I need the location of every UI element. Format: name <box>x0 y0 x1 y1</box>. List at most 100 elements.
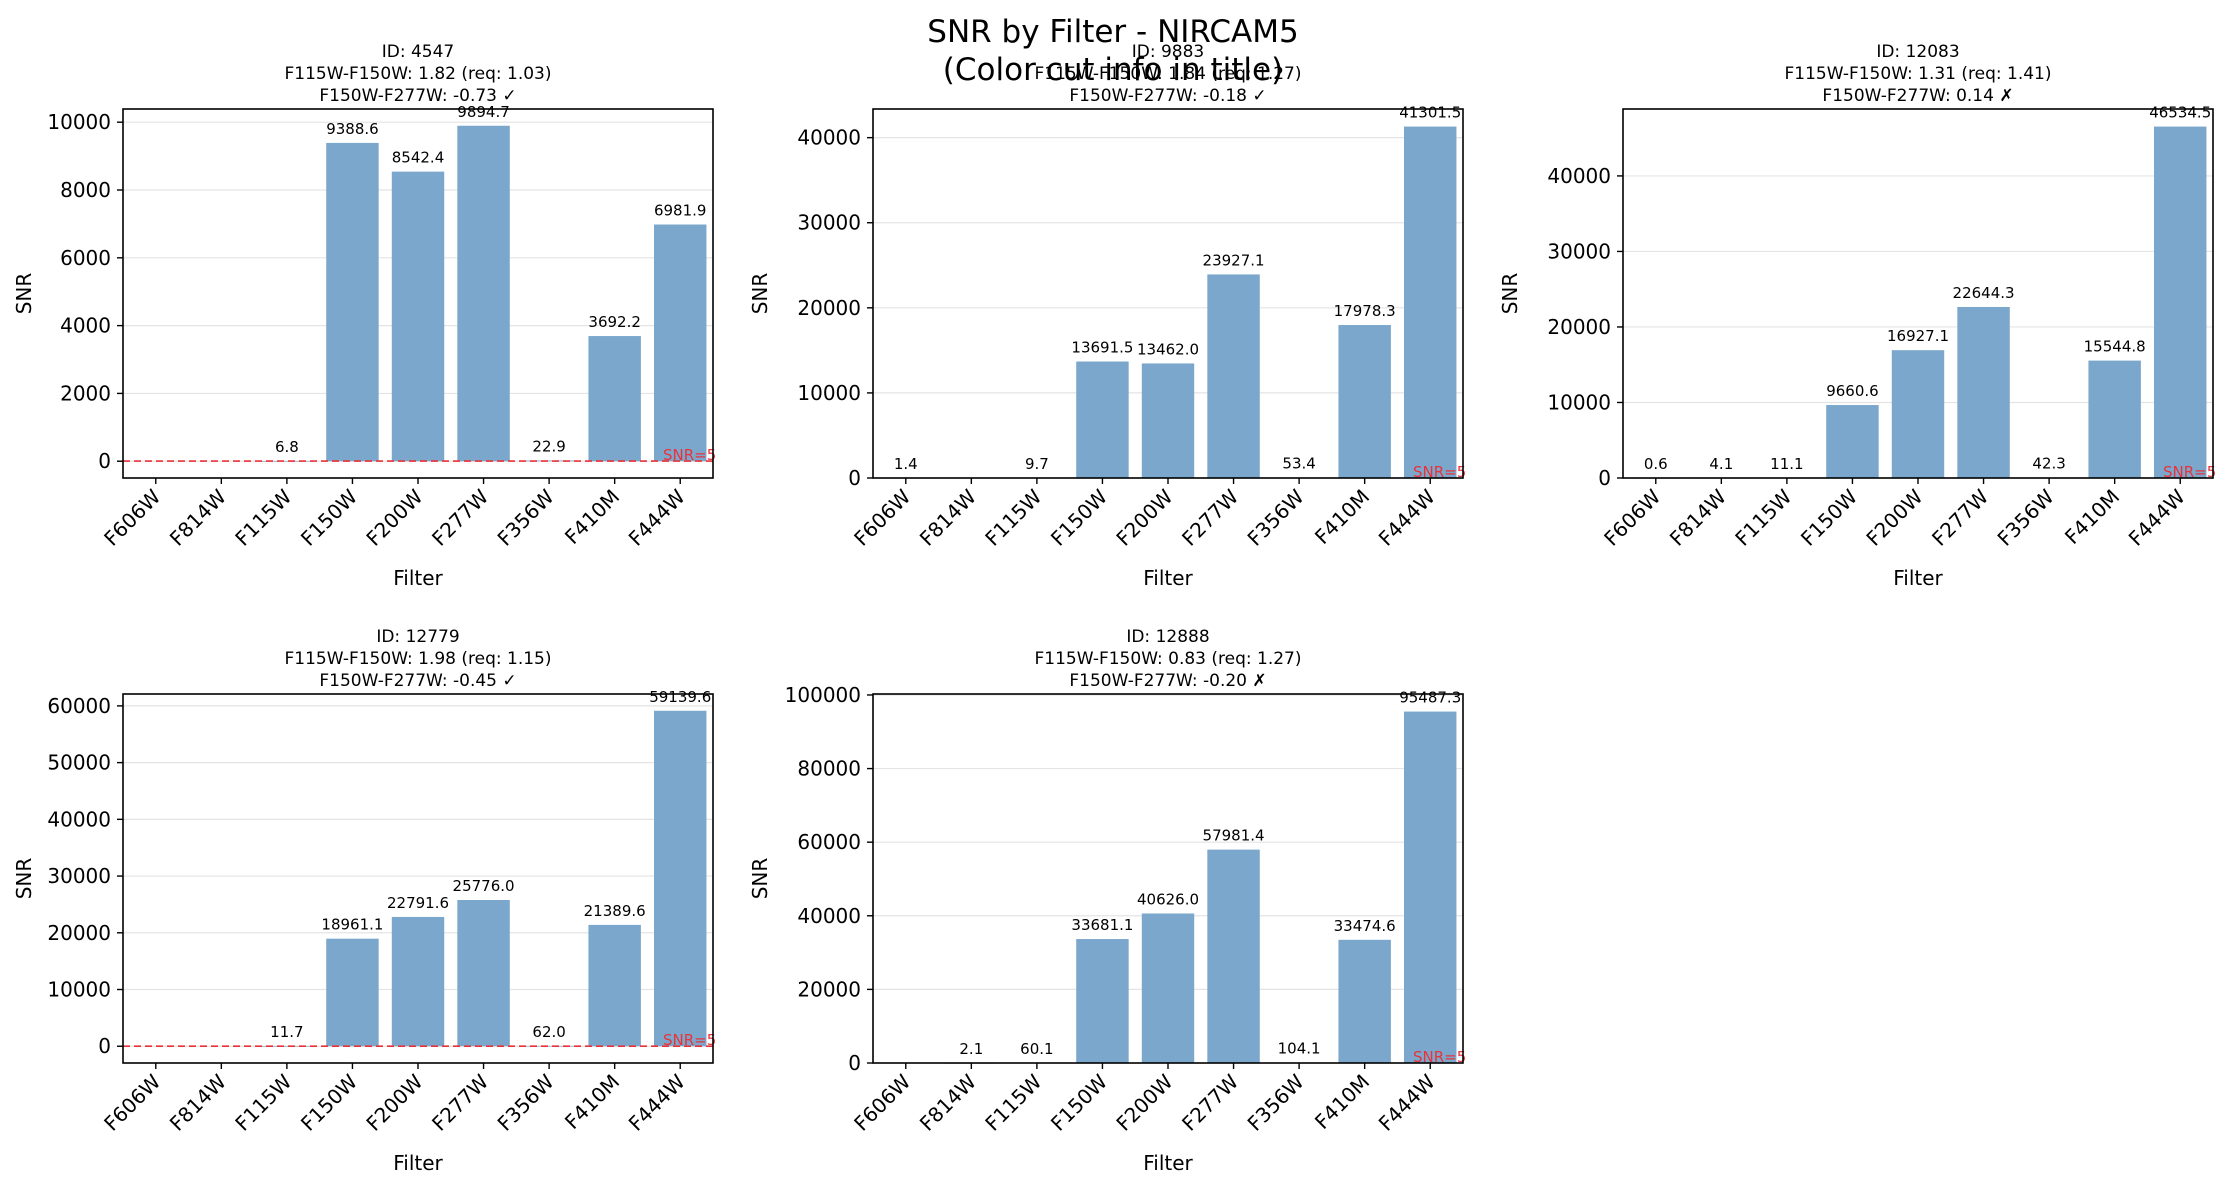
bar-value-label: 11.1 <box>1770 455 1803 473</box>
snr-bar <box>1076 939 1129 1063</box>
bar-value-label: 15544.8 <box>2084 338 2146 356</box>
y-tick-label: 0 <box>98 449 111 473</box>
figure-title-line-1: SNR by Filter - NIRCAM5 <box>927 14 1298 50</box>
y-tick-label: 100000 <box>785 683 861 707</box>
snr-bar <box>391 916 445 1047</box>
y-tick-label: 10000 <box>797 381 861 405</box>
snr-bar <box>522 1045 576 1047</box>
snr-bar <box>1826 405 1879 478</box>
subplot-title-line: F150W-F277W: -0.18 ✓ <box>1069 86 1266 106</box>
bar-value-label: 9894.7 <box>457 103 510 121</box>
y-tick-label: 0 <box>1598 466 1611 490</box>
bar-value-label: 8542.4 <box>392 149 445 167</box>
bar-value-label: 104.1 <box>1278 1040 1321 1058</box>
y-tick-label: 40000 <box>47 807 111 831</box>
figure-title: SNR by Filter - NIRCAM5 (Color cut info … <box>927 14 1298 88</box>
snr-bar <box>588 336 641 462</box>
snr-bar <box>326 142 379 462</box>
snr-bar <box>654 224 707 462</box>
bar-value-label: 9388.6 <box>326 120 379 138</box>
snr-bar <box>1891 350 1945 478</box>
y-tick-label: 40000 <box>797 904 861 928</box>
x-axis-label: Filter <box>393 566 443 590</box>
subplot-title-line: ID: 12888 <box>1126 627 1209 647</box>
snr-bar <box>1404 711 1457 1063</box>
y-tick-label: 0 <box>98 1034 111 1058</box>
snr-bar <box>260 1046 314 1047</box>
snr-bar <box>326 938 379 1047</box>
subplot-title-line: F150W-F277W: -0.73 ✓ <box>319 86 516 106</box>
y-axis-label: SNR <box>748 858 772 900</box>
subplot-title-line: F115W-F150W: 0.83 (req: 1.27) <box>1034 649 1301 669</box>
y-tick-label: 30000 <box>47 864 111 888</box>
subplot-title-line: F115W-F150W: 1.82 (req: 1.03) <box>284 64 551 84</box>
y-tick-label: 40000 <box>797 126 861 150</box>
subplot-title-line: F150W-F277W: 0.14 ✗ <box>1822 86 2013 106</box>
y-tick-label: 6000 <box>60 246 111 270</box>
subplot-title-line: F115W-F150W: 1.31 (req: 1.41) <box>1784 64 2051 84</box>
subplot-title-line: F115W-F150W: 1.98 (req: 1.15) <box>284 649 551 669</box>
snr-bar <box>1404 126 1457 479</box>
bar-value-label: 2.1 <box>959 1040 983 1058</box>
y-tick-label: 20000 <box>1547 315 1611 339</box>
y-tick-label: 0 <box>848 466 861 490</box>
y-tick-label: 0 <box>848 1051 861 1075</box>
y-tick-label: 10000 <box>1547 390 1611 414</box>
bar-value-label: 17978.3 <box>1334 302 1396 320</box>
bar-value-label: 4.1 <box>1709 455 1733 473</box>
snr-bar <box>2154 126 2207 478</box>
x-axis-label: Filter <box>1143 1151 1193 1175</box>
threshold-label: SNR=5 <box>1413 1048 1466 1066</box>
bar-value-label: 42.3 <box>2032 455 2065 473</box>
bar-value-label: 3692.2 <box>588 313 641 331</box>
y-tick-label: 50000 <box>47 751 111 775</box>
bar-value-label: 18961.1 <box>321 916 383 934</box>
snr-bar <box>588 924 641 1047</box>
y-tick-label: 30000 <box>1547 239 1611 263</box>
threshold-label: SNR=5 <box>663 446 716 464</box>
y-tick-label: 20000 <box>47 921 111 945</box>
subplot-title-line: ID: 12779 <box>376 627 459 647</box>
snr-bar <box>1141 363 1195 478</box>
y-tick-label: 60000 <box>47 694 111 718</box>
snr-bar <box>1076 361 1129 478</box>
bar-value-label: 62.0 <box>532 1023 565 1041</box>
bar-value-label: 0.6 <box>1644 455 1668 473</box>
y-tick-label: 10000 <box>47 110 111 134</box>
figure-title-line-2: (Color cut info in title) <box>943 52 1283 88</box>
y-tick-label: 8000 <box>60 178 111 202</box>
subplot-title-line: F150W-F277W: -0.20 ✗ <box>1069 671 1266 691</box>
snr-bar <box>1141 913 1195 1063</box>
y-axis-label: SNR <box>748 273 772 315</box>
subplot-title-line: F150W-F277W: -0.45 ✓ <box>319 671 516 691</box>
y-tick-label: 10000 <box>47 978 111 1002</box>
x-axis-label: Filter <box>1893 566 1943 590</box>
bar-value-label: 59139.6 <box>649 688 711 706</box>
y-tick-label: 30000 <box>797 211 861 235</box>
bar-value-label: 25776.0 <box>453 877 515 895</box>
bar-value-label: 1.4 <box>894 455 918 473</box>
y-axis-label: SNR <box>1498 273 1522 315</box>
y-axis-label: SNR <box>12 858 36 900</box>
bar-value-label: 23927.1 <box>1203 251 1265 269</box>
snr-bar <box>654 710 707 1047</box>
y-tick-label: 20000 <box>797 977 861 1001</box>
bar-value-label: 46534.5 <box>2149 104 2211 122</box>
bar-value-label: 57981.4 <box>1203 827 1265 845</box>
snr-bar <box>2088 360 2141 478</box>
bar-value-label: 53.4 <box>1282 455 1315 473</box>
bar-value-label: 33474.6 <box>1334 917 1396 935</box>
y-axis-label: SNR <box>12 273 36 315</box>
snr-bar <box>391 171 445 462</box>
x-axis-label: Filter <box>393 1151 443 1175</box>
subplot-title-line: ID: 9883 <box>1132 42 1205 62</box>
y-tick-label: 60000 <box>797 830 861 854</box>
snr-bar <box>457 900 510 1047</box>
subplot-title-line: ID: 12083 <box>1876 42 1959 62</box>
x-axis-label: Filter <box>1143 566 1193 590</box>
y-tick-label: 80000 <box>797 757 861 781</box>
bar-value-label: 9.7 <box>1025 455 1049 473</box>
bar-value-label: 21389.6 <box>584 902 646 920</box>
subplot-title-line: F115W-F150W: 1.84 (req: 1.27) <box>1034 64 1301 84</box>
